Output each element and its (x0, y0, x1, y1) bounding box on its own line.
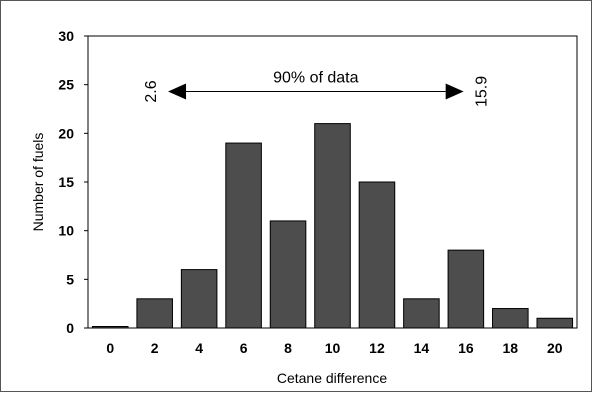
x-axis-ticks: 0 2 4 6 8 10 12 14 16 18 20 (106, 340, 562, 356)
y-tick-label: 15 (58, 174, 74, 190)
x-tick-label: 20 (547, 340, 563, 356)
bar-4 (180, 269, 218, 329)
x-tick-label: 0 (106, 340, 114, 356)
range-left-value-label: 2.6 (143, 80, 160, 102)
range-arrow-right-head (445, 83, 464, 100)
x-tick-label: 14 (414, 340, 430, 356)
range-right-value-label: 15.9 (474, 76, 491, 107)
bar-0 (91, 326, 129, 329)
range-annotation: 90% of data 2.6 15.9 (143, 69, 491, 107)
bar-6 (225, 142, 262, 329)
y-tick-label: 20 (58, 125, 74, 141)
range-arrow-left-head (168, 83, 187, 100)
y-tick-label: 0 (66, 320, 74, 336)
bar-20 (536, 317, 574, 329)
bar-12 (358, 181, 396, 329)
y-tick-label: 30 (58, 28, 74, 44)
x-tick-label: 6 (240, 340, 248, 356)
bar-14 (403, 298, 440, 329)
y-axis-title: Number of fuels (30, 133, 46, 232)
y-tick-label: 10 (58, 223, 74, 239)
x-tick-label: 10 (325, 340, 341, 356)
x-tick-label: 2 (151, 340, 159, 356)
x-tick-label: 4 (195, 340, 203, 356)
x-tick-label: 8 (284, 340, 292, 356)
range-annotation-text: 90% of data (273, 69, 359, 86)
x-tick-label: 12 (369, 340, 385, 356)
x-tick-label: 18 (503, 340, 519, 356)
y-tick-label: 25 (58, 77, 74, 93)
bar-10 (314, 123, 351, 329)
bar-16 (447, 249, 485, 329)
x-axis-title: Cetane difference (277, 370, 387, 386)
y-axis-ticks: 0 5 10 15 20 25 30 (58, 28, 88, 336)
bar-18 (492, 308, 529, 329)
bar-8 (269, 220, 307, 329)
bar-group (91, 123, 574, 329)
bar-2 (136, 298, 173, 329)
x-tick-label: 16 (458, 340, 474, 356)
y-tick-label: 5 (66, 271, 74, 287)
